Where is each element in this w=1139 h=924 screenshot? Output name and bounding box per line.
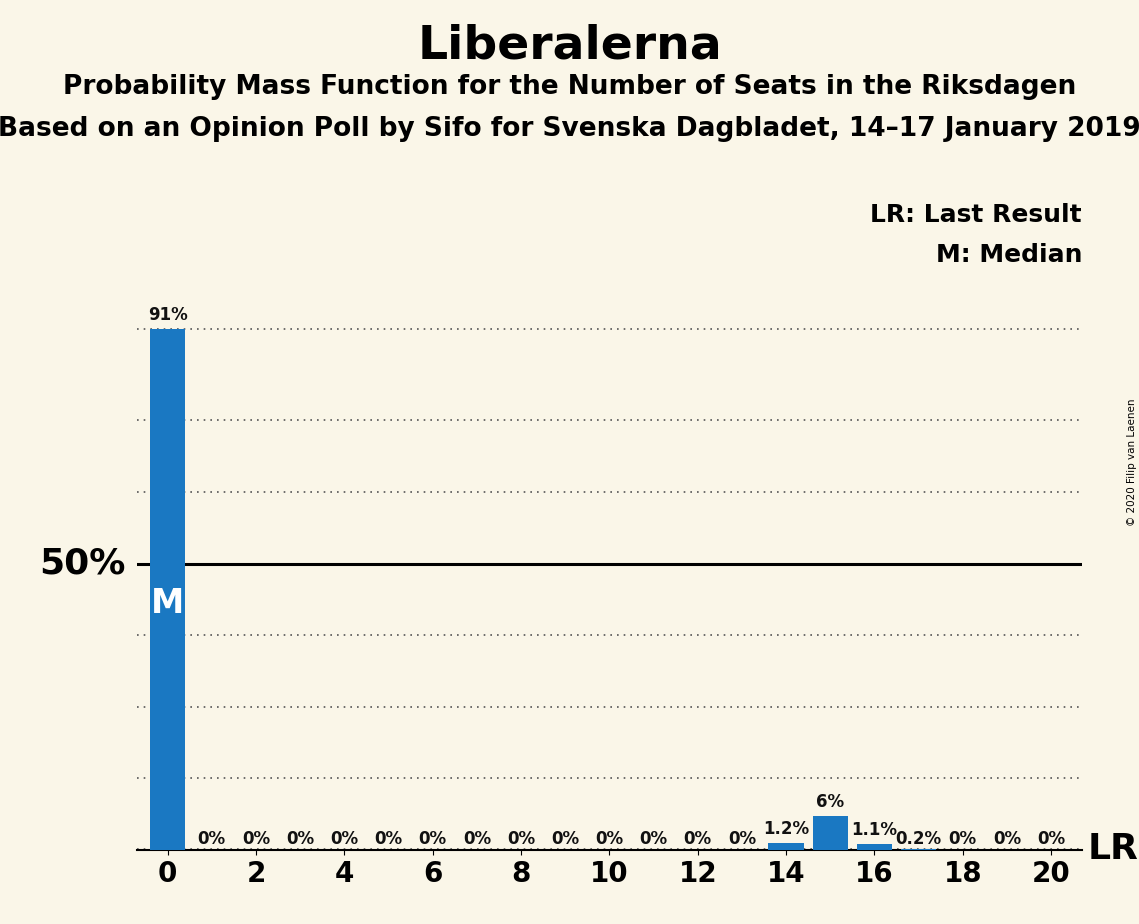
Text: M: Median: M: Median bbox=[935, 243, 1082, 267]
Text: 0%: 0% bbox=[375, 830, 402, 848]
Bar bbox=[901, 849, 936, 850]
Text: 0%: 0% bbox=[596, 830, 623, 848]
Text: 0%: 0% bbox=[639, 830, 667, 848]
Text: 0%: 0% bbox=[728, 830, 756, 848]
Text: 0%: 0% bbox=[993, 830, 1021, 848]
Bar bbox=[857, 844, 892, 850]
Text: 0%: 0% bbox=[683, 830, 712, 848]
Text: 0%: 0% bbox=[507, 830, 535, 848]
Text: 50%: 50% bbox=[39, 547, 125, 580]
Text: 0%: 0% bbox=[286, 830, 314, 848]
Text: 0.2%: 0.2% bbox=[895, 830, 942, 848]
Text: 0%: 0% bbox=[198, 830, 226, 848]
Text: LR: Last Result: LR: Last Result bbox=[870, 202, 1082, 226]
Text: 0%: 0% bbox=[462, 830, 491, 848]
Text: 1.2%: 1.2% bbox=[763, 820, 809, 838]
Text: 0%: 0% bbox=[241, 830, 270, 848]
Text: © 2020 Filip van Laenen: © 2020 Filip van Laenen bbox=[1126, 398, 1137, 526]
Text: 0%: 0% bbox=[419, 830, 446, 848]
Text: 6%: 6% bbox=[817, 793, 844, 810]
Text: Based on an Opinion Poll by Sifo for Svenska Dagbladet, 14–17 January 2019: Based on an Opinion Poll by Sifo for Sve… bbox=[0, 116, 1139, 141]
Text: 91%: 91% bbox=[148, 306, 188, 323]
Text: 0%: 0% bbox=[949, 830, 977, 848]
Text: 0%: 0% bbox=[330, 830, 359, 848]
Text: M: M bbox=[151, 587, 185, 620]
Text: Liberalerna: Liberalerna bbox=[417, 23, 722, 68]
Text: Probability Mass Function for the Number of Seats in the Riksdagen: Probability Mass Function for the Number… bbox=[63, 74, 1076, 100]
Bar bbox=[150, 329, 186, 850]
Text: 1.1%: 1.1% bbox=[852, 821, 898, 839]
Bar bbox=[769, 844, 804, 850]
Bar bbox=[812, 816, 847, 850]
Text: 0%: 0% bbox=[1038, 830, 1065, 848]
Text: 0%: 0% bbox=[551, 830, 580, 848]
Text: LR: LR bbox=[1088, 832, 1139, 866]
